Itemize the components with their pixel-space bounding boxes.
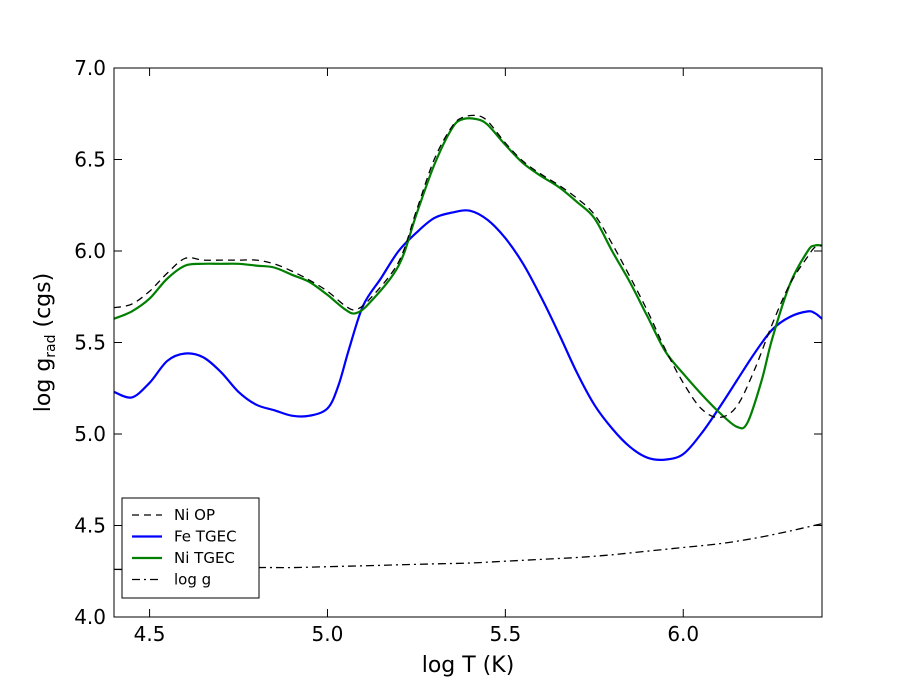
legend-label: Ni OP bbox=[174, 506, 215, 524]
y-axis-label-base: log g bbox=[31, 358, 56, 413]
series-layer bbox=[114, 114, 822, 571]
y-tick-label: 5.5 bbox=[74, 331, 106, 355]
x-tick-label: 5.5 bbox=[489, 622, 521, 646]
y-tick-label: 6.5 bbox=[74, 148, 106, 172]
series-line-log-g bbox=[114, 523, 822, 571]
y-tick-label: 4.0 bbox=[74, 605, 106, 629]
y-tick-label: 7.0 bbox=[74, 56, 106, 80]
y-axis-label-subscript: rad bbox=[43, 334, 59, 357]
y-axis-label: log grad (cgs) bbox=[31, 273, 59, 412]
legend-label: log g bbox=[174, 571, 211, 589]
legend-label: Ni TGEC bbox=[174, 549, 235, 567]
series-line-fe-tgec bbox=[114, 209, 822, 461]
x-axis-label: log T (K) bbox=[422, 653, 515, 678]
y-axis-label-suffix: (cgs) bbox=[31, 273, 56, 335]
legend: Ni OP Fe TGEC Ni TGEC log g bbox=[121, 497, 260, 599]
x-tick-label: 4.5 bbox=[134, 622, 166, 646]
y-tick-label: 5.0 bbox=[74, 422, 106, 446]
y-tick-label: 6.0 bbox=[74, 239, 106, 263]
y-tick-label: 4.5 bbox=[74, 514, 106, 538]
x-tick-label: 6.0 bbox=[667, 622, 699, 646]
tick-layer: 4.5 5.0 5.5 6.0 4.0 4.5 5.0 5.5 6.0 6.5 7.0 bbox=[74, 56, 822, 646]
legend-label: Fe TGEC bbox=[174, 528, 237, 546]
x-tick-label: 5.0 bbox=[312, 622, 344, 646]
series-line-ni-tgec bbox=[114, 117, 822, 430]
